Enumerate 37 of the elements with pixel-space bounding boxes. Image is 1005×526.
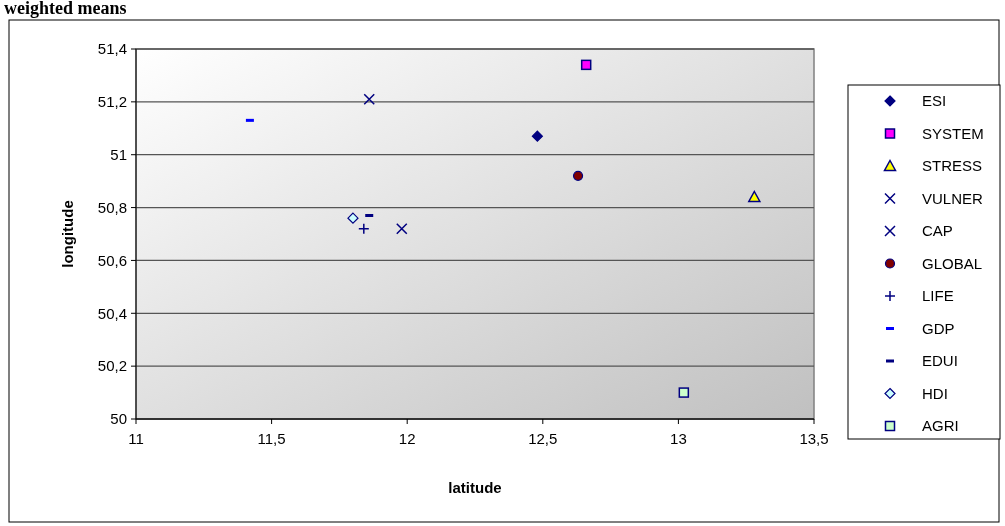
y-tick-label: 50,4 — [97, 304, 127, 322]
legend-label: HDI — [922, 384, 948, 402]
point — [347, 212, 359, 224]
y-tick-label: 50,8 — [97, 198, 127, 216]
point — [678, 387, 690, 398]
x-tick-label: 12,5 — [528, 430, 558, 447]
point — [580, 59, 592, 71]
legend-label: GLOBAL — [922, 254, 983, 272]
chart-title: weighted means — [4, 0, 127, 18]
point — [363, 93, 375, 105]
y-tick-label: 51,4 — [97, 40, 127, 58]
legend-label: AGRI — [922, 417, 959, 435]
legend-label: STRESS — [922, 157, 983, 175]
legend-label: SYSTEM — [922, 124, 984, 142]
legend-label: ESI — [922, 92, 947, 110]
x-tick-label: 11 — [128, 430, 144, 447]
point — [748, 190, 761, 203]
x-axis-title: latitude — [448, 479, 502, 496]
legend-label: EDUI — [922, 352, 958, 370]
x-tick-label: 11,5 — [257, 430, 286, 447]
y-tick-label: 50,6 — [97, 251, 127, 269]
y-tick-label: 50 — [110, 410, 127, 428]
x-tick-label: 12 — [398, 430, 416, 447]
x-tick-label: 13,5 — [799, 430, 829, 447]
y-axis-title: longitude — [59, 200, 76, 268]
y-tick-label: 51,2 — [97, 93, 127, 111]
point — [358, 222, 370, 235]
point — [396, 222, 408, 235]
legend-label: VULNER — [922, 189, 984, 207]
legend-label: LIFE — [922, 287, 954, 305]
point — [572, 170, 584, 181]
y-tick-label: 51 — [110, 145, 127, 163]
y-tick-label: 50,2 — [97, 357, 127, 375]
x-tick-label: 13 — [670, 430, 687, 447]
legend-label: CAP — [922, 222, 953, 240]
legend-label: GDP — [922, 319, 955, 337]
point — [531, 130, 543, 142]
